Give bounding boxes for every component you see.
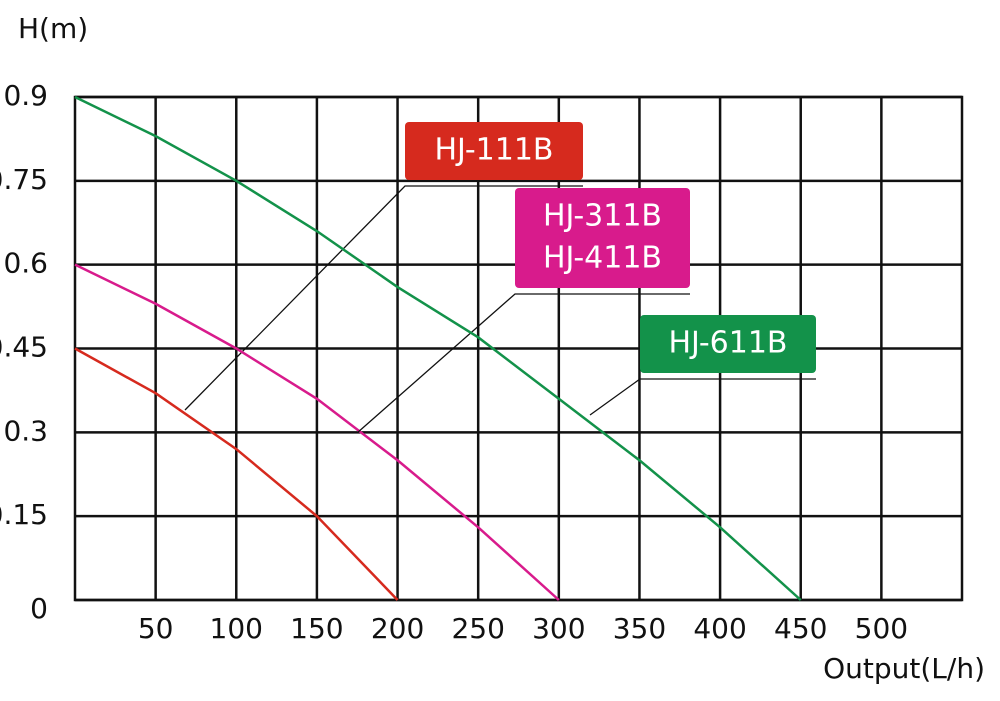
x-tick-label: 400 bbox=[693, 612, 746, 645]
series-line bbox=[74, 95, 802, 601]
y-tick-label: 0 bbox=[30, 592, 48, 625]
x-tick-label: 500 bbox=[855, 612, 908, 645]
leader-line bbox=[589, 378, 816, 416]
series-line bbox=[74, 347, 399, 601]
series-label: HJ-311B bbox=[543, 199, 662, 234]
series-label: HJ-111B bbox=[434, 133, 553, 168]
y-axis-title: H(m) bbox=[18, 12, 88, 45]
x-tick-label: 100 bbox=[210, 612, 263, 645]
y-tick-label: 0.9 bbox=[3, 79, 48, 112]
y-tick-label: 0.75 bbox=[0, 163, 48, 196]
label-box bbox=[515, 188, 690, 288]
y-tick-label: 0.3 bbox=[3, 414, 48, 447]
x-tick-label: 200 bbox=[371, 612, 424, 645]
x-tick-label: 350 bbox=[613, 612, 666, 645]
x-tick-label: 300 bbox=[532, 612, 585, 645]
series-line bbox=[74, 263, 560, 601]
leader-line bbox=[184, 185, 583, 411]
x-axis-title: Output(L/h) bbox=[823, 652, 985, 685]
series-label: HJ-411B bbox=[543, 241, 662, 276]
leader-line bbox=[356, 293, 690, 434]
x-tick-label: 450 bbox=[774, 612, 827, 645]
x-tick-label: 250 bbox=[451, 612, 504, 645]
y-tick-label: 0.45 bbox=[0, 331, 48, 364]
y-tick-label: 0.15 bbox=[0, 498, 48, 531]
label-box bbox=[640, 315, 816, 373]
x-tick-label: 50 bbox=[138, 612, 174, 645]
label-box bbox=[405, 122, 583, 180]
y-tick-label: 0.6 bbox=[3, 247, 48, 280]
x-tick-label: 150 bbox=[290, 612, 343, 645]
series-label: HJ-611B bbox=[668, 326, 787, 361]
